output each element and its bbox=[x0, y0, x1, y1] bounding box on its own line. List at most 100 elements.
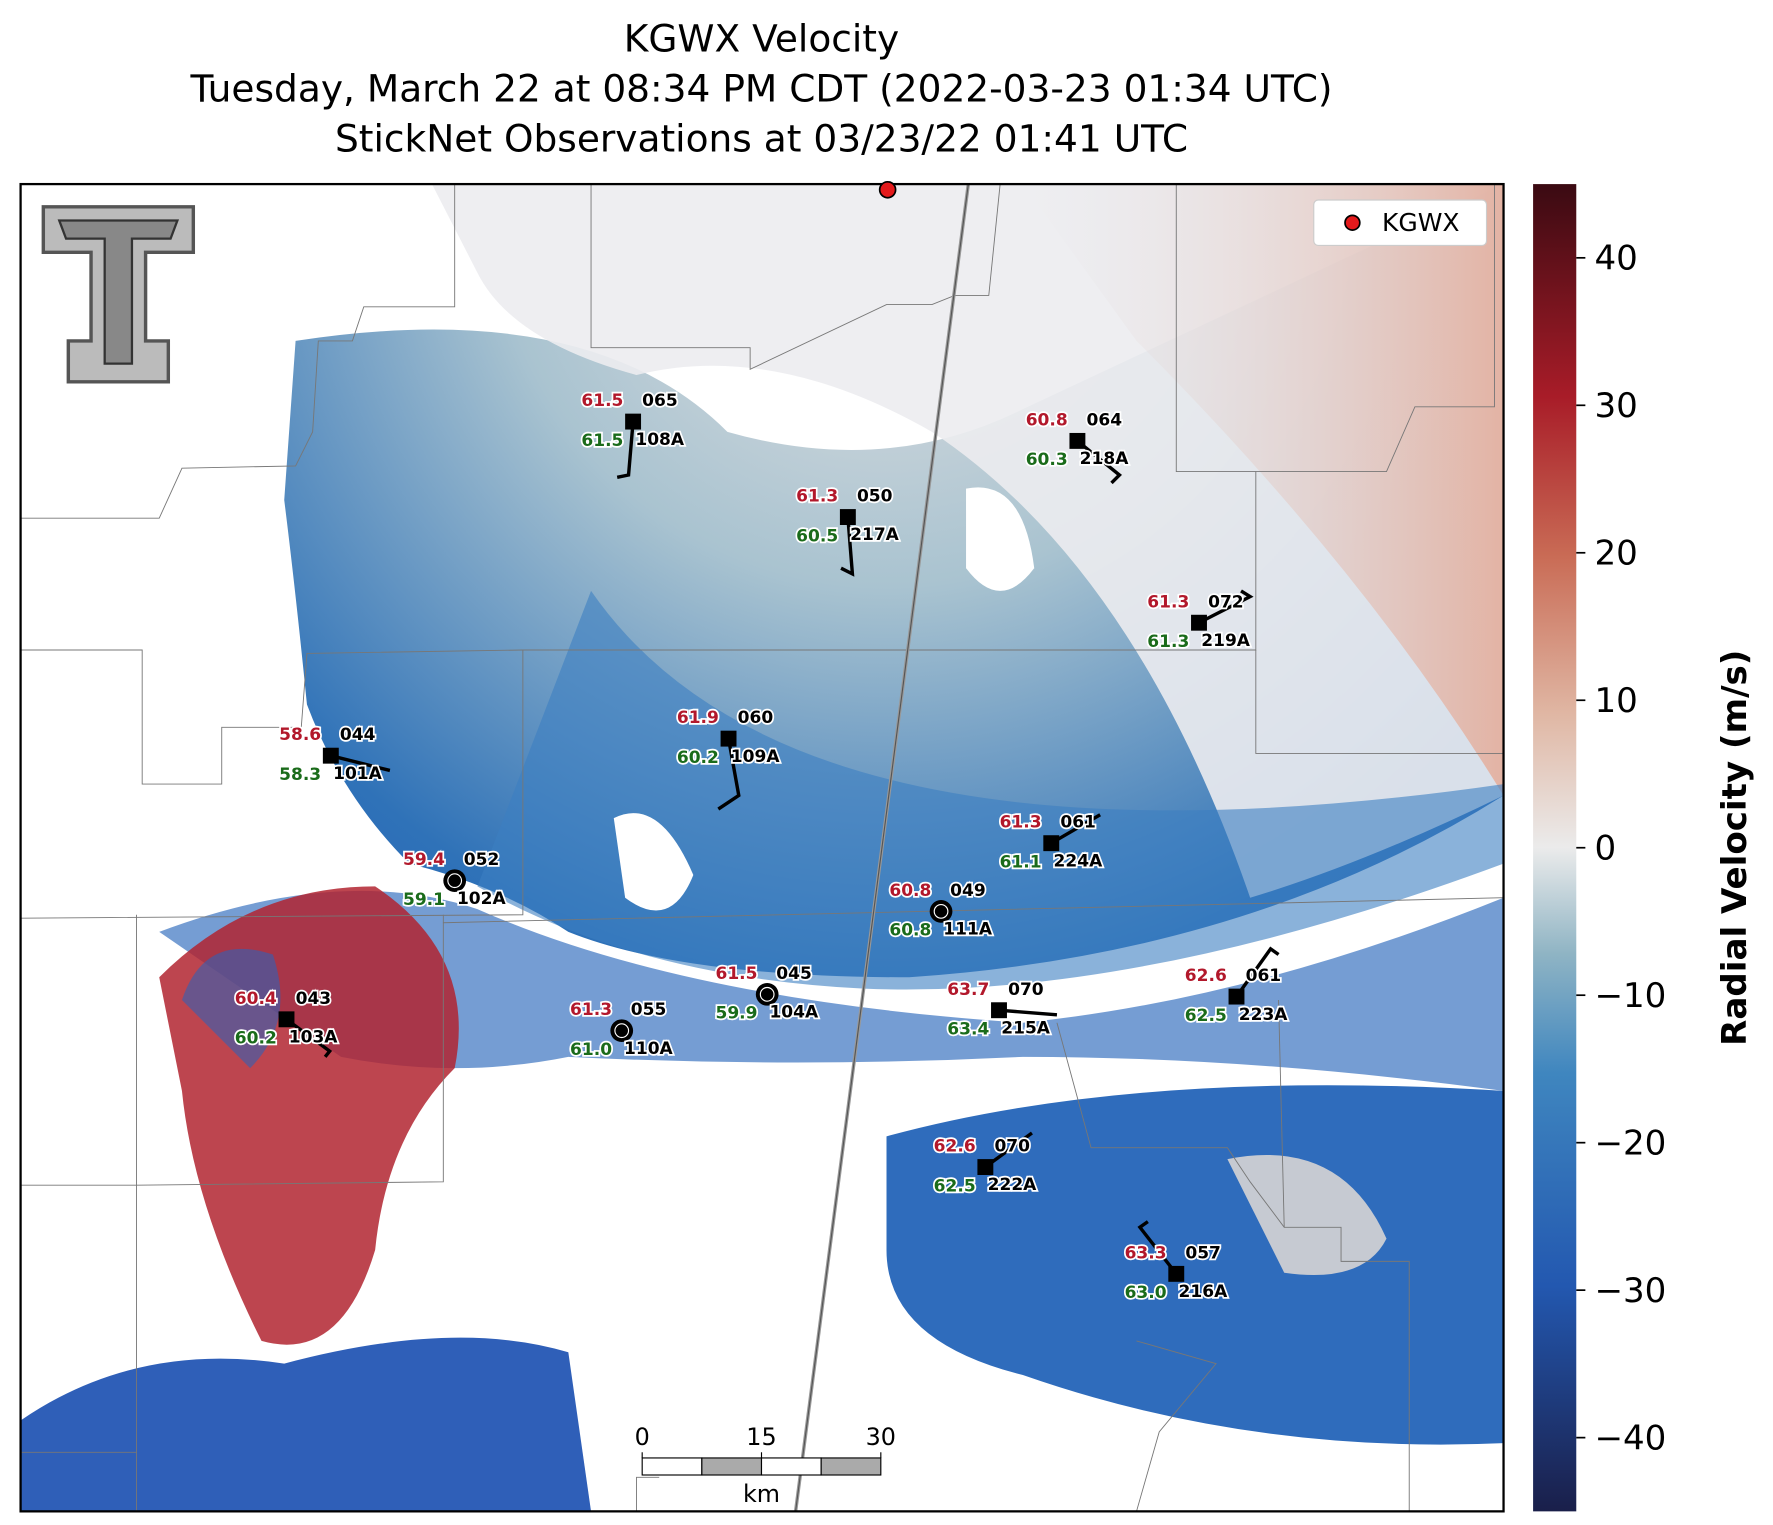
station-marker bbox=[1043, 835, 1060, 852]
station-id: 222A bbox=[988, 1175, 1038, 1195]
station-marker bbox=[755, 982, 779, 1006]
legend-box bbox=[1313, 199, 1488, 247]
station-code: 052 bbox=[464, 850, 500, 870]
scale-label: 15 bbox=[746, 1423, 776, 1451]
station-code: 055 bbox=[631, 1000, 667, 1020]
wind-barb bbox=[1050, 813, 1101, 845]
station-id: 223A bbox=[1239, 1005, 1289, 1025]
station-id: 108A bbox=[635, 430, 685, 450]
temperature: 61.3 bbox=[796, 487, 838, 507]
station-id: 217A bbox=[850, 525, 900, 545]
station-code: 045 bbox=[776, 964, 812, 984]
station-code: 043 bbox=[296, 989, 332, 1009]
station-code: 061 bbox=[1060, 813, 1096, 833]
temperature: 61.5 bbox=[581, 391, 623, 411]
temperature: 61.5 bbox=[715, 964, 757, 984]
dewpoint: 60.5 bbox=[796, 526, 838, 546]
colorbar-tick-label: 30 bbox=[1594, 386, 1637, 426]
temperature: 60.4 bbox=[235, 989, 277, 1009]
title: KGWX Velocity bbox=[624, 16, 899, 60]
station-id: 216A bbox=[1179, 1282, 1229, 1302]
station-code: 072 bbox=[1208, 592, 1244, 612]
scale-segment bbox=[641, 1457, 703, 1476]
station-code: 050 bbox=[857, 487, 893, 507]
radar-site bbox=[878, 180, 897, 199]
temperature: 61.3 bbox=[1147, 592, 1189, 612]
station-marker bbox=[625, 413, 642, 430]
map-frame bbox=[19, 182, 1505, 1513]
station-id: 224A bbox=[1054, 851, 1104, 871]
dewpoint: 60.2 bbox=[677, 748, 719, 768]
temperature: 59.4 bbox=[403, 850, 445, 870]
station-code: 064 bbox=[1087, 410, 1123, 430]
wind-barb bbox=[840, 516, 855, 577]
station-id: 215A bbox=[1001, 1018, 1051, 1038]
station-marker bbox=[977, 1159, 994, 1175]
station-marker bbox=[610, 1019, 634, 1043]
temperature: 61.3 bbox=[570, 1000, 612, 1020]
station-code: 057 bbox=[1185, 1243, 1221, 1263]
colorbar bbox=[1533, 184, 1577, 1512]
station-ring bbox=[614, 1023, 630, 1039]
station-marker bbox=[839, 509, 856, 525]
station-code: 044 bbox=[340, 725, 376, 745]
station-id: 109A bbox=[731, 747, 781, 767]
wind-barb bbox=[998, 1008, 1058, 1017]
temperature: 63.7 bbox=[947, 980, 989, 1000]
wind-barb bbox=[330, 754, 391, 773]
temperature: 60.8 bbox=[889, 881, 931, 901]
wind-barb bbox=[717, 738, 741, 811]
dewpoint: 62.5 bbox=[1185, 1006, 1227, 1026]
station-id: 104A bbox=[769, 1003, 819, 1023]
scale-label: 30 bbox=[866, 1423, 896, 1451]
station-code: 065 bbox=[642, 391, 678, 411]
station-marker bbox=[929, 900, 953, 923]
wind-barb bbox=[285, 1017, 333, 1058]
scale-segment bbox=[820, 1457, 882, 1476]
dewpoint: 61.0 bbox=[570, 1040, 612, 1060]
temperature: 62.6 bbox=[1185, 966, 1227, 986]
colorbar-tick-label: 0 bbox=[1594, 829, 1616, 869]
highway bbox=[795, 184, 969, 1512]
title: StickNet Observations at 03/23/22 01:41 … bbox=[335, 116, 1188, 160]
colorbar-tick-label: 20 bbox=[1594, 534, 1637, 574]
dewpoint: 60.2 bbox=[235, 1029, 277, 1049]
temperature: 61.9 bbox=[677, 708, 719, 728]
station-code: 061 bbox=[1246, 966, 1282, 986]
dewpoint: 59.9 bbox=[715, 1004, 757, 1024]
station-id: 103A bbox=[289, 1028, 339, 1048]
station-marker bbox=[278, 1011, 295, 1028]
colorbar-tick-label: −20 bbox=[1594, 1123, 1666, 1163]
station-code: 060 bbox=[738, 708, 774, 728]
station-marker bbox=[1069, 432, 1086, 449]
wind-barb bbox=[1198, 589, 1254, 625]
station-marker bbox=[322, 747, 339, 764]
scale-segment bbox=[701, 1457, 763, 1476]
dewpoint: 61.3 bbox=[1147, 632, 1189, 652]
station-marker bbox=[1168, 1265, 1185, 1282]
legend-label: KGWX bbox=[1382, 208, 1460, 237]
wind-barb bbox=[1235, 946, 1280, 998]
colorbar-tick-label: 10 bbox=[1594, 681, 1637, 721]
colorbar-label: Radial Velocity (m/s) bbox=[1715, 650, 1755, 1046]
temperature: 63.3 bbox=[1125, 1243, 1167, 1263]
dewpoint: 60.8 bbox=[889, 921, 931, 941]
station-id: 110A bbox=[624, 1039, 674, 1059]
station-ring bbox=[759, 986, 775, 1002]
legend: KGWX bbox=[1313, 199, 1488, 247]
logo bbox=[41, 205, 196, 384]
temperature: 60.8 bbox=[1026, 410, 1068, 430]
temperature: 62.6 bbox=[934, 1137, 976, 1157]
scale-unit: km bbox=[743, 1480, 780, 1508]
wind-barb bbox=[1137, 1220, 1178, 1275]
station-id: 102A bbox=[457, 889, 507, 909]
county-lines bbox=[20, 184, 1504, 1512]
temperature: 58.6 bbox=[279, 725, 321, 745]
dewpoint: 59.1 bbox=[403, 890, 445, 910]
wind-barb bbox=[1076, 439, 1122, 485]
station-id: 101A bbox=[333, 764, 383, 784]
station-marker bbox=[1228, 988, 1245, 1005]
dewpoint: 60.3 bbox=[1026, 450, 1068, 470]
